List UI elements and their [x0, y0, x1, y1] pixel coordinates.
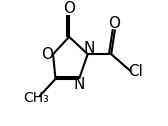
Text: O: O — [108, 16, 120, 31]
Text: O: O — [63, 2, 75, 17]
Text: N: N — [73, 77, 85, 92]
Text: Cl: Cl — [128, 64, 143, 79]
Text: O: O — [41, 47, 53, 62]
Text: CH₃: CH₃ — [24, 90, 49, 105]
Text: N: N — [83, 41, 95, 56]
